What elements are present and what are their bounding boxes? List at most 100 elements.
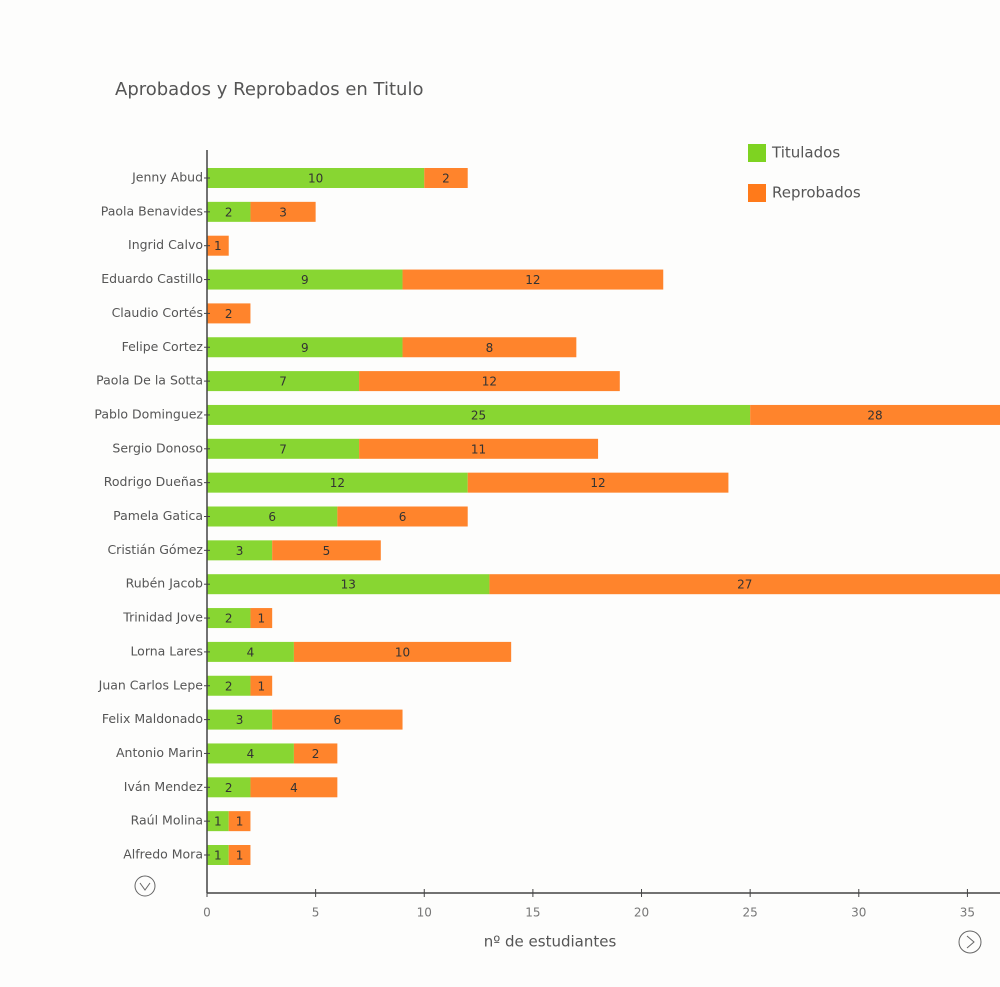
bar-segment [207,472,468,493]
bar-segment [467,472,729,493]
y-tick-label: Rubén Jacob [126,576,203,591]
y-tick-label: Alfredo Mora [123,847,203,862]
chart-title: Aprobados y Reprobados en Titulo [115,79,423,100]
bar-value-label: 12 [330,476,345,490]
y-tick-label: Felipe Cortez [122,339,204,354]
y-tick-label: Paola De la Sotta [96,373,203,388]
bar-value-label: 1 [236,849,244,863]
bar-value-label: 12 [525,273,540,287]
bar-value-label: 8 [486,341,494,355]
y-tick-label: Cristián Gómez [107,542,203,557]
bar-value-label: 4 [247,645,255,659]
bar-segment [207,675,251,696]
legend-label: Reprobados [772,184,861,202]
bar-segment [228,845,251,865]
bar-value-label: 1 [214,815,222,829]
bar-segment [207,201,251,222]
bar-segment [207,777,251,798]
bar-segment [207,641,294,662]
bar-value-label: 2 [442,172,450,186]
bar-segment [272,540,381,561]
bar-segment [207,608,251,629]
bar-value-label: 1 [214,849,222,863]
bar-value-label: 9 [301,273,309,287]
bar-segment [250,201,316,222]
bar-segment [750,404,1000,425]
y-tick-label: Ingrid Calvo [128,237,203,252]
bar-segment [207,540,273,561]
bar-value-label: 6 [268,510,276,524]
legend-label: Titulados [771,144,840,162]
y-tick-label: Lorna Lares [130,643,203,658]
x-tick-label: 0 [203,906,211,920]
y-tick-label: Claudio Cortés [112,305,203,320]
bar-value-label: 7 [279,442,287,456]
bar-value-label: 3 [236,544,244,558]
bar-value-label: 13 [341,578,356,592]
bar-value-label: 1 [236,815,244,829]
y-tick-label: Pablo Dominguez [94,406,203,421]
bar-value-label: 2 [312,747,320,761]
y-tick-label: Sergio Donoso [112,440,203,455]
bar-segment [250,777,338,798]
bar-segment [207,269,403,290]
bar-segment [359,438,599,459]
x-axis-label: nº de estudiantes [484,933,617,951]
y-tick-label: Felix Maldonado [102,711,203,726]
legend-swatch [748,144,766,162]
bar-value-label: 12 [590,476,605,490]
bar-segment [207,404,751,425]
bar-value-label: 9 [301,341,309,355]
y-tick-label: Paola Benavides [101,203,203,218]
bar-segment [207,574,490,595]
x-tick-label: 5 [312,906,320,920]
y-tick-label: Iván Mendez [124,779,204,794]
bar-value-label: 12 [482,375,497,389]
bar-segment [207,709,273,730]
bar-value-label: 10 [308,172,323,186]
x-tick-label: 30 [851,906,866,920]
down-icon-arrow [139,882,151,891]
y-tick-label: Rodrigo Dueñas [104,474,203,489]
y-tick-label: Pamela Gatica [113,508,203,523]
bar-segment [337,506,468,527]
next-icon[interactable] [958,930,982,954]
bar-segment [250,608,273,629]
bar-segment [207,371,360,392]
bar-value-label: 1 [257,679,265,693]
bar-segment [207,438,360,459]
bar-segment [272,709,403,730]
x-tick-label: 35 [960,906,975,920]
x-tick-label: 15 [525,906,540,920]
y-tick-label: Antonio Marin [116,745,203,760]
y-tick-label: Eduardo Castillo [101,271,203,286]
bar-value-label: 2 [225,307,233,321]
bar-segment [207,506,338,527]
bar-segment [207,337,403,358]
bar-value-label: 5 [323,544,331,558]
bar-value-label: 10 [395,645,410,659]
next-icon-arrow [966,935,975,949]
bar-value-label: 27 [737,578,752,592]
y-tick-label: Trinidad Jove [122,610,203,625]
bar-segment [402,269,664,290]
y-tick-label: Raúl Molina [131,813,203,828]
y-tick-label: Jenny Abud [131,170,203,185]
bar-value-label: 28 [867,408,882,422]
bar-value-label: 6 [399,510,407,524]
bar-value-label: 1 [214,239,222,253]
bar-segment [207,743,294,764]
bar-value-label: 2 [225,612,233,626]
bar-value-label: 7 [279,375,287,389]
bar-value-label: 4 [290,781,298,795]
bar-segment [207,811,229,832]
bar-segment [359,371,620,392]
bar-value-label: 3 [236,713,244,727]
bar-segment [293,743,338,764]
bar-value-label: 2 [225,781,233,795]
bar-value-label: 11 [471,442,486,456]
bar-segment [207,235,229,256]
down-icon[interactable] [134,875,156,897]
bar-segment [293,641,512,662]
bar-segment [207,303,251,324]
